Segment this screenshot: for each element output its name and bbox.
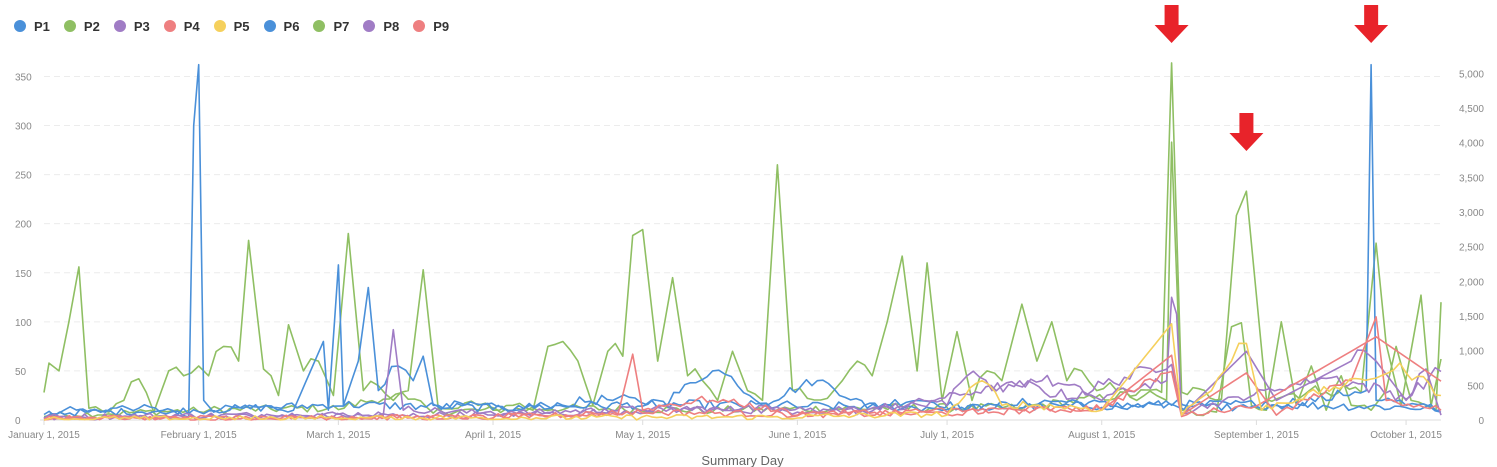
red-arrow-down-icon bbox=[1155, 5, 1189, 43]
y-left-tick-label: 0 bbox=[15, 416, 21, 427]
y-left-tick-label: 250 bbox=[15, 171, 32, 182]
x-tick-label: May 1, 2015 bbox=[615, 430, 670, 441]
y-left-tick-label: 150 bbox=[15, 269, 32, 280]
x-tick-label: October 1, 2015 bbox=[1370, 430, 1442, 441]
x-tick-label: March 1, 2015 bbox=[306, 430, 370, 441]
x-tick-label: January 1, 2015 bbox=[8, 430, 80, 441]
x-tick-label: April 1, 2015 bbox=[465, 430, 522, 441]
x-tick-label: August 1, 2015 bbox=[1068, 430, 1136, 441]
y-right-tick-label: 0 bbox=[1478, 416, 1484, 427]
y-right-tick-label: 2,500 bbox=[1459, 243, 1484, 254]
series-line-p3 bbox=[44, 297, 1441, 419]
y-right-tick-label: 500 bbox=[1467, 381, 1484, 392]
series-line-p7 bbox=[44, 63, 1441, 418]
y-left-tick-label: 100 bbox=[15, 318, 32, 329]
y-right-tick-label: 4,000 bbox=[1459, 139, 1484, 150]
y-left-tick-label: 350 bbox=[15, 72, 32, 83]
x-tick-label: July 1, 2015 bbox=[920, 430, 974, 441]
x-axis-label: Summary Day bbox=[701, 453, 784, 467]
y-right-tick-label: 2,000 bbox=[1459, 277, 1484, 288]
x-tick-label: February 1, 2015 bbox=[161, 430, 238, 441]
red-arrow-down-icon bbox=[1229, 113, 1263, 151]
y-left-tick-label: 50 bbox=[15, 367, 27, 378]
y-right-tick-label: 1,000 bbox=[1459, 347, 1484, 358]
y-right-tick-label: 3,500 bbox=[1459, 173, 1484, 184]
y-left-tick-label: 200 bbox=[15, 220, 32, 231]
red-arrow-down-icon bbox=[1354, 5, 1388, 43]
y-right-tick-label: 3,000 bbox=[1459, 208, 1484, 219]
y-right-tick-label: 5,000 bbox=[1459, 69, 1484, 80]
y-left-tick-label: 300 bbox=[15, 122, 32, 133]
x-tick-label: September 1, 2015 bbox=[1214, 430, 1299, 441]
y-right-tick-label: 4,500 bbox=[1459, 104, 1484, 115]
y-right-tick-label: 1,500 bbox=[1459, 312, 1484, 323]
x-tick-label: June 1, 2015 bbox=[768, 430, 826, 441]
